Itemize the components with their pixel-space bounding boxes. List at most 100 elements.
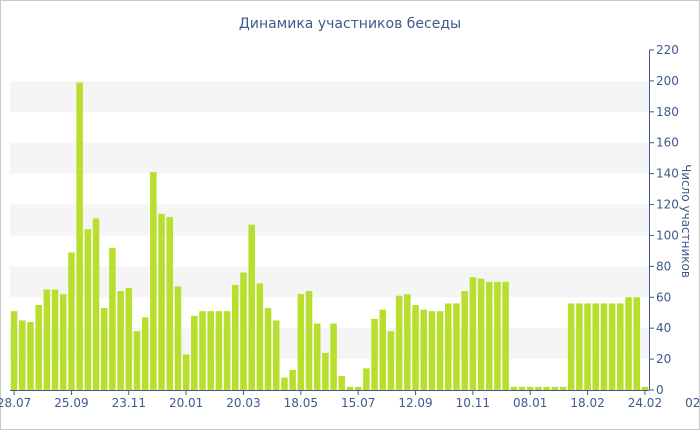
bar	[469, 277, 477, 390]
bar	[576, 303, 583, 390]
y-tick-label: 200	[656, 74, 679, 88]
y-tick-label: 160	[656, 136, 679, 150]
bar	[428, 311, 436, 390]
bar	[272, 320, 280, 390]
chart-title: Динамика участников беседы	[239, 16, 461, 32]
bar	[59, 294, 67, 390]
bar	[313, 323, 321, 390]
bar	[207, 311, 214, 390]
bar	[395, 295, 403, 390]
bar	[625, 297, 632, 390]
x-tick-label: 10.11	[456, 396, 490, 410]
y-tick-label: 40	[656, 321, 671, 335]
bar	[379, 309, 387, 390]
y-tick-label: 60	[656, 290, 671, 304]
bar	[109, 247, 116, 390]
y-tick-label: 180	[656, 105, 679, 119]
bar	[535, 386, 542, 390]
grid-band	[10, 266, 649, 298]
bar	[158, 213, 165, 390]
x-tick-label: 20.01	[169, 396, 203, 410]
x-ticks: 28.07 25.09 23.11 20.01 20.03 18.05 15.07 12.09…	[0, 390, 700, 410]
bar	[27, 322, 34, 390]
bar	[51, 289, 59, 390]
bar	[223, 311, 231, 390]
bar	[43, 289, 51, 390]
bar	[240, 272, 247, 390]
bar	[84, 229, 92, 390]
y-ticks: 0 20 40 60 80 100 120 140 160 180 200 220	[649, 43, 679, 397]
grid-band	[10, 80, 649, 112]
bar	[494, 281, 501, 390]
bar	[346, 386, 354, 390]
bar	[35, 305, 42, 390]
bar	[600, 303, 608, 390]
bar	[445, 303, 452, 390]
bar	[551, 386, 559, 390]
bar	[182, 354, 190, 390]
bar	[453, 303, 460, 390]
bar	[363, 368, 370, 390]
bar	[166, 216, 174, 390]
bar	[354, 386, 362, 390]
y-tick-label: 100	[656, 228, 679, 242]
x-tick-label: 12.09	[398, 396, 432, 410]
bar	[174, 286, 182, 390]
y-axis-label: Число участников	[679, 164, 693, 278]
bar	[477, 278, 485, 390]
bar	[281, 377, 288, 390]
x-tick-label: 15.07	[341, 396, 375, 410]
bar	[19, 320, 26, 390]
bars	[10, 82, 649, 390]
bar	[256, 283, 264, 390]
bar	[641, 386, 649, 390]
bar	[199, 311, 206, 390]
y-tick-label: 140	[656, 167, 679, 181]
bar	[150, 172, 157, 390]
x-tick-label: 18.05	[284, 396, 318, 410]
bar	[371, 318, 378, 390]
y-tick-label: 220	[656, 43, 679, 57]
bar	[215, 311, 223, 390]
bar	[526, 386, 534, 390]
bar	[76, 82, 83, 390]
bar	[592, 303, 600, 390]
bar	[232, 284, 239, 390]
y-tick-label: 20	[656, 352, 671, 366]
x-tick-label: 18.02	[570, 396, 604, 410]
grid-band	[10, 142, 649, 174]
x-tick-label: 25.09	[54, 396, 88, 410]
bar	[248, 224, 255, 390]
bar	[191, 315, 198, 390]
bar	[518, 386, 526, 390]
bar	[387, 331, 395, 390]
x-tick-label: 28.07	[0, 396, 31, 410]
bar	[412, 305, 419, 390]
x-tick-label: 24.02	[628, 396, 662, 410]
bar	[133, 331, 141, 390]
bar	[330, 323, 337, 390]
grid-band	[10, 204, 649, 236]
bar	[125, 288, 133, 390]
bar	[608, 303, 616, 390]
bar	[543, 386, 550, 390]
bar	[141, 317, 149, 390]
bar	[559, 386, 567, 390]
y-tick-label: 0	[656, 383, 664, 397]
bar	[617, 303, 624, 390]
bar	[510, 386, 518, 390]
bar	[584, 303, 591, 390]
y-tick-label: 120	[656, 198, 679, 212]
bar	[10, 311, 18, 390]
bar	[92, 218, 100, 390]
bar	[264, 308, 272, 390]
x-tick-label: 02.03	[685, 396, 700, 410]
y-tick-label: 80	[656, 259, 671, 273]
grid-bands	[10, 80, 649, 360]
bar	[117, 291, 124, 390]
bar	[404, 294, 411, 390]
bar	[297, 294, 305, 390]
bar	[322, 352, 329, 390]
bar	[633, 297, 640, 390]
grid-band	[10, 328, 649, 360]
